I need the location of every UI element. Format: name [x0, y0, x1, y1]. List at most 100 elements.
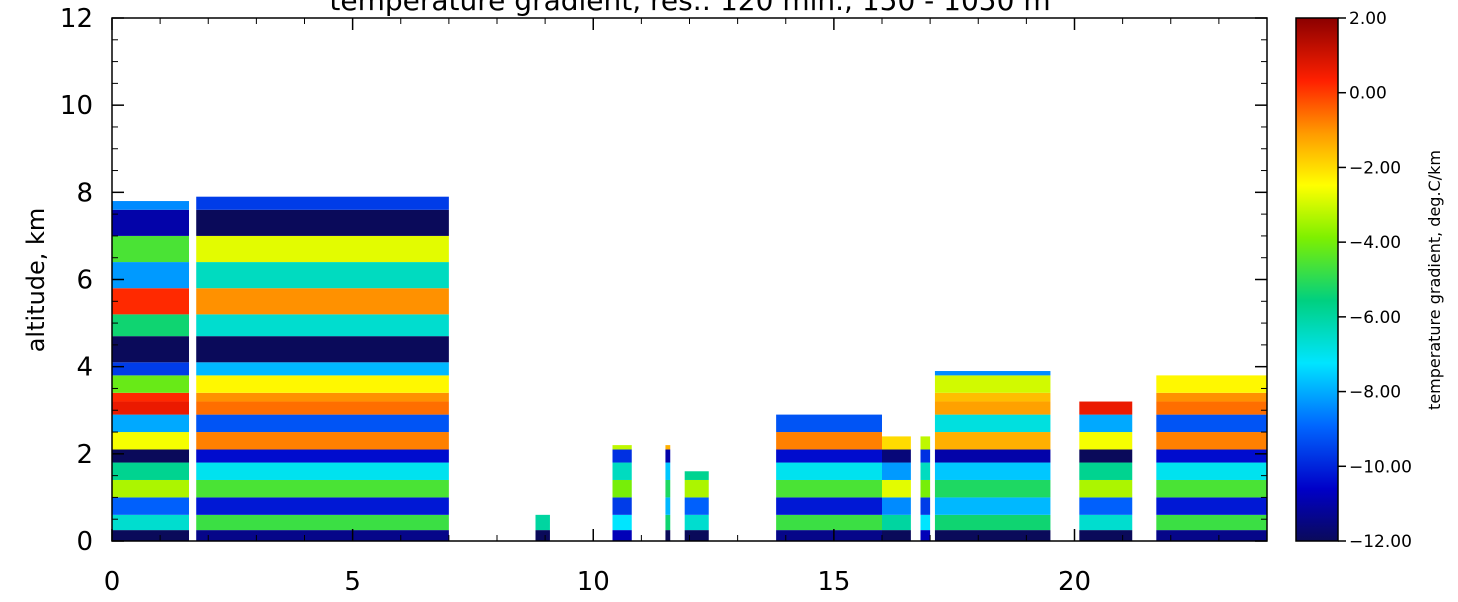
y-tick-label: 6: [76, 266, 93, 296]
heatmap-cell: [934, 449, 1051, 463]
heatmap-cell: [1079, 462, 1133, 480]
heatmap-cell: [196, 479, 449, 498]
heatmap-cell: [684, 530, 709, 541]
heatmap-cell: [665, 514, 671, 531]
heatmap-cell: [1156, 530, 1267, 541]
colorbar-ticks: 2.00 0.00 −2.00 −4.00 −6.00 −8.00 −10.00 −12.00: [1338, 9, 1412, 552]
heatmap-cell: [1156, 497, 1267, 515]
colorbar-tick-label: 2.00: [1349, 9, 1387, 29]
heatmap-cell: [882, 462, 911, 480]
heatmap-cell: [934, 497, 1051, 515]
heatmap-cell: [196, 235, 449, 263]
x-tick-label: 10: [577, 567, 610, 597]
heatmap-cell: [1079, 514, 1133, 531]
heatmap-cell: [1156, 375, 1267, 393]
heatmap-cell: [196, 497, 449, 515]
heatmap-cell: [612, 479, 632, 498]
heatmap-cell: [196, 514, 449, 531]
heatmap-cell: [882, 514, 911, 531]
heatmap-cell: [934, 401, 1051, 415]
data-segment: [934, 371, 1051, 541]
heatmap-cell: [112, 479, 189, 498]
heatmap-cell: [882, 449, 911, 463]
x-axis: 0 5 10 15 20: [104, 18, 1268, 597]
heatmap-cell: [112, 235, 189, 263]
heatmap-cell: [934, 392, 1051, 402]
heatmap-cell: [112, 514, 189, 531]
data-segment: [684, 471, 709, 541]
heatmap-cell: [920, 497, 931, 515]
heatmap-cell: [196, 196, 449, 210]
heatmap-cell: [112, 375, 189, 393]
x-tick-label: 0: [104, 567, 121, 597]
heatmap-cell: [196, 262, 449, 289]
y-axis-title: altitude, km: [22, 208, 50, 353]
colorbar-tick-label: −8.00: [1349, 383, 1401, 403]
heatmap-cell: [196, 414, 449, 433]
heatmap-cell: [612, 497, 632, 515]
colorbar-tick-label: −12.00: [1349, 532, 1412, 552]
heatmap-cell: [684, 497, 709, 515]
heatmap-cell: [112, 449, 189, 463]
heatmap-cell: [1156, 514, 1267, 531]
y-tick-label: 2: [76, 440, 93, 470]
data-segment: [612, 445, 632, 541]
heatmap-cell: [196, 375, 449, 393]
data-segment: [882, 436, 911, 541]
heatmap-cell: [196, 336, 449, 363]
heatmap-cell: [1079, 479, 1133, 498]
heatmap-cell: [1156, 414, 1267, 433]
heatmap-cell: [665, 497, 671, 515]
heatmap-cell: [1079, 497, 1133, 515]
heatmap-cell: [920, 479, 931, 498]
heatmap-cell: [934, 479, 1051, 498]
heatmap-cell: [920, 530, 931, 541]
data-segment: [920, 436, 931, 541]
heatmap-cell: [112, 414, 189, 433]
y-tick-label: 8: [76, 178, 93, 208]
data-segment: [665, 445, 671, 541]
heatmap-cell: [934, 514, 1051, 531]
heatmap-cell: [1156, 401, 1267, 415]
heatmap-cell: [112, 392, 189, 402]
heatmap-cell: [1079, 530, 1133, 541]
heatmap-cell: [196, 362, 449, 376]
heatmap-cell: [112, 201, 189, 210]
heatmap-cell: [882, 497, 911, 515]
heatmap-cell: [665, 530, 671, 541]
heatmap-cell: [112, 336, 189, 363]
heatmap-cell: [1156, 479, 1267, 498]
heatmap-cell: [196, 401, 449, 415]
colorbar-tick-label: −6.00: [1349, 308, 1401, 328]
heatmap-cell: [112, 362, 189, 376]
data-segment: [1156, 375, 1267, 541]
heatmap-cell: [1079, 432, 1133, 450]
y-tick-label: 0: [76, 527, 93, 557]
heatmap-cell: [196, 209, 449, 236]
heatmap-cell: [934, 432, 1051, 450]
heatmap-cell: [920, 462, 931, 480]
y-tick-label: 4: [76, 353, 93, 383]
x-tick-label: 5: [344, 567, 361, 597]
heatmap-cell: [112, 314, 189, 337]
colorbar-tick-label: −10.00: [1349, 457, 1412, 477]
heatmap-cell: [112, 530, 189, 541]
heatmap-cell: [776, 432, 882, 450]
heatmap-cell: [920, 449, 931, 463]
heatmap-cell: [196, 288, 449, 315]
heatmap-cell: [934, 371, 1051, 376]
heatmap-cell: [196, 314, 449, 337]
colorbar-tick-label: −4.00: [1349, 233, 1401, 253]
data-segment: [776, 414, 882, 541]
heatmap-cell: [776, 530, 882, 541]
heatmap-cell: [776, 497, 882, 515]
heatmap-cell: [665, 449, 671, 463]
heatmap-cell: [535, 514, 550, 531]
heatmap-cell: [684, 471, 709, 480]
heatmap-cell: [776, 479, 882, 498]
heatmap-cell: [112, 262, 189, 289]
y-tick-label: 10: [60, 91, 93, 121]
data-segment: [112, 201, 189, 541]
heatmap-cell: [1079, 449, 1133, 463]
